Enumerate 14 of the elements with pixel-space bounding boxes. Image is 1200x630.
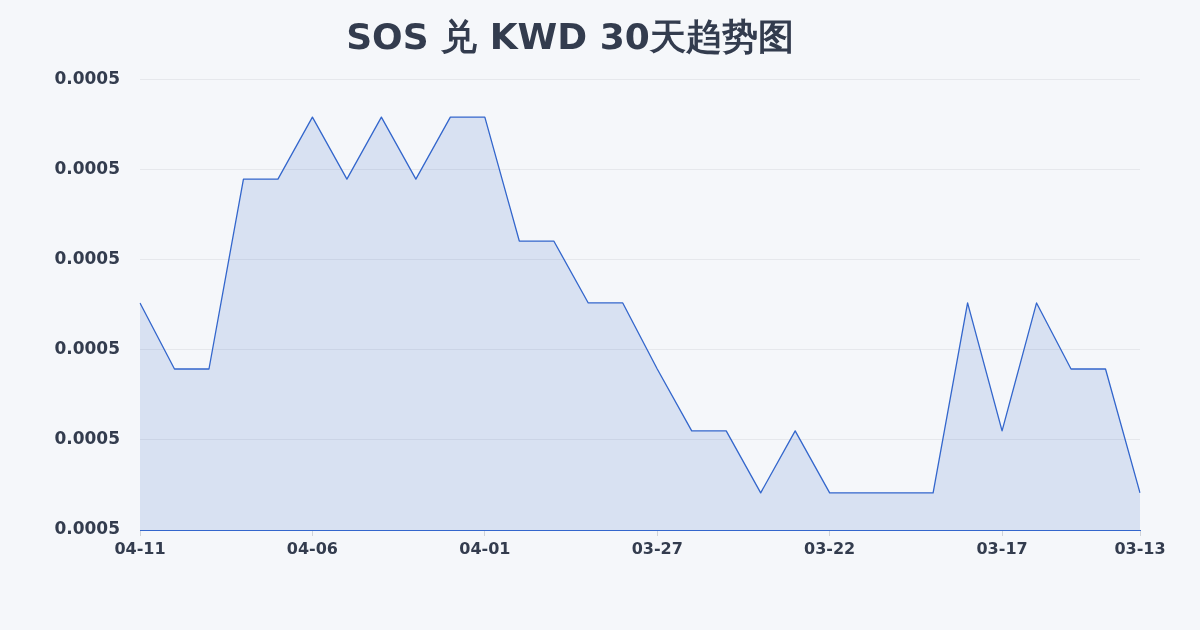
chart-title: SOS 兑 KWD 30天趋势图: [346, 15, 794, 57]
text: 0.0005: [54, 157, 120, 178]
text: 0.0005: [54, 338, 120, 359]
x-tick-label: 03-27: [631, 538, 683, 558]
x-tick-label: 04-11: [114, 538, 166, 558]
x-tick-label: 03-17: [976, 538, 1028, 558]
text: 0.0005: [54, 518, 120, 539]
x-tick-label: 04-01: [459, 538, 511, 558]
text: 0.0005: [54, 67, 120, 88]
x-tick-label: 03-13: [1114, 538, 1166, 558]
text: 0.0005: [54, 247, 120, 268]
text: 0.0005: [54, 428, 120, 449]
x-tick-label: 04-06: [286, 538, 338, 558]
x-tick-label: 03-22: [804, 538, 856, 558]
